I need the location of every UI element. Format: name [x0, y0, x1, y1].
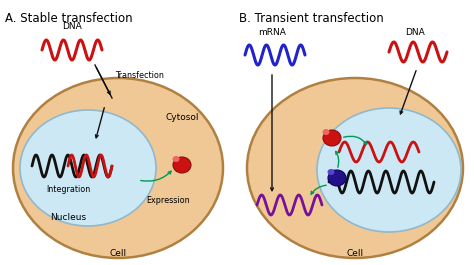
Text: Transfection: Transfection: [115, 70, 164, 80]
Text: Cytosol: Cytosol: [165, 113, 199, 122]
Ellipse shape: [173, 157, 191, 173]
Text: Expression: Expression: [146, 196, 190, 205]
Ellipse shape: [13, 78, 223, 258]
Ellipse shape: [322, 129, 329, 135]
Text: B. Transient transfection: B. Transient transfection: [239, 12, 384, 25]
Text: DNA: DNA: [62, 22, 82, 31]
Ellipse shape: [173, 156, 180, 162]
Text: Cell: Cell: [109, 249, 127, 258]
Text: A. Stable transfection: A. Stable transfection: [5, 12, 133, 25]
Ellipse shape: [328, 169, 335, 175]
Ellipse shape: [247, 78, 463, 258]
Ellipse shape: [20, 110, 156, 226]
Text: Cell: Cell: [346, 249, 364, 258]
Text: DNA: DNA: [405, 28, 425, 37]
Ellipse shape: [317, 108, 461, 232]
Ellipse shape: [328, 170, 346, 186]
Text: mRNA: mRNA: [258, 28, 286, 37]
Text: Integration: Integration: [46, 185, 90, 194]
Text: Nucleus: Nucleus: [50, 214, 86, 223]
Ellipse shape: [323, 130, 341, 146]
